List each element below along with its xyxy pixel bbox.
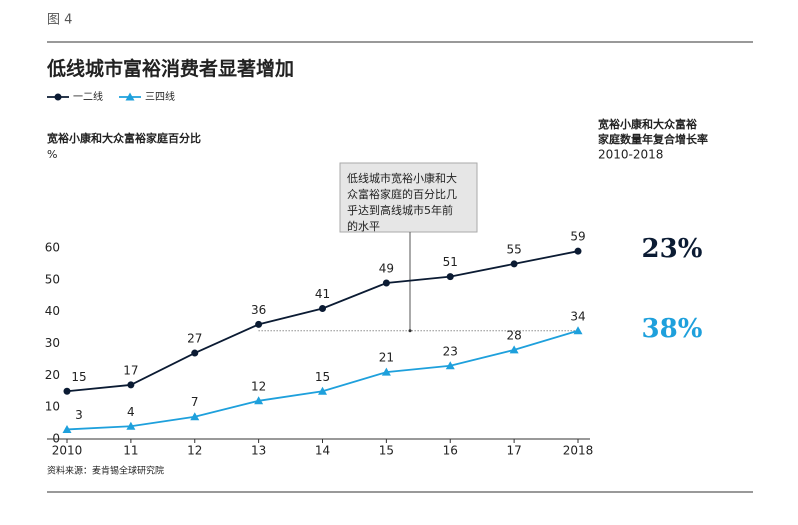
point [445,361,455,370]
annotation-dot [408,329,412,333]
x-tick-label: 2010 [52,444,83,458]
annotation: 的水平 [347,219,380,233]
y-unit: % [47,148,57,161]
data-label: 3 [75,408,83,422]
x-tick-label: 17 [506,444,521,458]
y-tick-label: 60 [45,241,60,255]
annotation: 低线城市宽裕小康和大 [347,171,457,185]
point [574,247,582,255]
x-tick-label: 2018 [563,444,594,458]
legend-label: 一二线 [73,90,103,103]
y-axis-title: 宽裕小康和大众富裕家庭百分比 [46,131,201,145]
chart-title: 低线城市富裕消费者显著增加 [46,57,294,80]
point [62,424,72,433]
point [446,273,454,281]
figure-label: 图 4 [47,13,72,28]
point [573,326,583,335]
point [510,260,518,268]
point [319,304,326,312]
legend-marker [54,93,62,101]
x-tick-label: 11 [123,444,138,458]
data-label: 4 [127,405,135,419]
data-label: 27 [187,332,202,346]
data-label: 21 [379,351,394,365]
data-label: 49 [379,262,394,276]
y-tick-label: 50 [45,272,60,286]
annotation-box [339,162,478,233]
annotation: 众富裕家庭的百分比几 [347,187,457,201]
cagr-title: 家庭数量年复合增长率 [598,132,708,146]
data-label: 17 [123,363,138,377]
y-tick-label: 10 [45,400,60,414]
point [318,386,327,395]
cagr-period: 2010-2018 [598,148,663,162]
x-tick-label: 16 [443,444,458,458]
x-tick-label: 12 [187,444,202,458]
y-tick-label: 40 [45,304,60,318]
point [126,421,136,430]
point [63,387,71,395]
point [382,279,390,287]
data-label: 7 [191,395,199,409]
legend-label: 三四线 [145,90,175,103]
source: 资料来源：麦肯锡全球研究院 [47,465,164,477]
data-label: 34 [570,309,585,323]
point [127,381,135,389]
annotation: 乎达到高线城市5年前 [347,203,453,217]
cagr-title: 宽裕小康和大众富裕 [597,117,697,131]
data-label: 23 [443,344,458,358]
data-label: 15 [315,370,330,384]
x-tick-label: 13 [251,444,266,458]
point [254,396,264,405]
point [381,367,391,376]
data-label: 41 [315,287,330,301]
y-tick-label: 30 [45,336,60,350]
data-label: 15 [71,370,86,384]
data-label: 59 [570,230,585,244]
point [191,349,199,357]
x-tick-label: 14 [315,444,330,458]
cagr-value: 38% [642,314,703,344]
x-tick-label: 15 [379,444,394,458]
point [509,345,519,354]
data-label: 12 [251,379,266,393]
data-label: 51 [443,255,458,269]
point [190,412,200,421]
data-label: 55 [506,242,521,256]
point [255,320,263,328]
legend-marker [125,92,135,101]
data-label: 36 [251,303,266,317]
data-label: 28 [506,328,521,342]
cagr-value: 23% [642,234,703,264]
y-tick-label: 20 [45,368,60,382]
